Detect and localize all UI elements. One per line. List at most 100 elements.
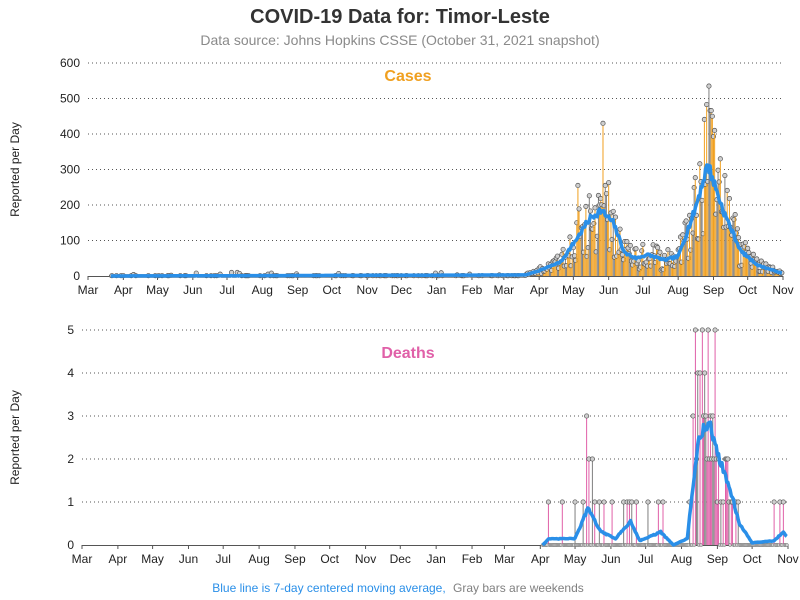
cases-point	[560, 246, 566, 252]
cases-y-tick-label: 500	[60, 92, 80, 106]
cases-bar	[645, 262, 647, 276]
deaths-bar	[705, 416, 707, 545]
cases-bar	[666, 263, 668, 276]
cases-bar	[709, 110, 711, 276]
deaths-y-tick-label: 3	[67, 409, 74, 423]
cases-bar	[738, 237, 740, 276]
deaths-bar	[598, 502, 600, 545]
deaths-point	[705, 327, 711, 333]
cases-y-tick-label: 0	[73, 269, 80, 283]
deaths-y-tick-label: 2	[67, 452, 74, 466]
deaths-x-tick-label: Oct	[320, 552, 339, 566]
deaths-x-tick-label: Nov	[355, 552, 376, 566]
cases-bar	[553, 260, 555, 276]
cases-bar	[656, 246, 658, 276]
cases-bar	[593, 223, 595, 276]
deaths-x-tick-label: Oct	[743, 552, 762, 566]
cases-point	[742, 240, 748, 246]
cases-bar	[624, 241, 626, 276]
cases-point	[627, 242, 633, 249]
cases-bar	[658, 255, 660, 276]
cases-bar	[693, 187, 695, 276]
cases-point	[567, 234, 573, 240]
deaths-point	[589, 456, 595, 462]
cases-bar	[739, 266, 741, 276]
cases-bar	[698, 239, 700, 276]
cases-x-tick-label: May	[562, 283, 585, 297]
cases-x-tick-label: Sep	[287, 283, 309, 297]
cases-point	[683, 218, 689, 224]
cases-bar	[578, 208, 580, 276]
cases-x-tick-label: Oct	[738, 283, 757, 297]
cases-bar	[627, 247, 629, 276]
deaths-bar	[561, 502, 563, 545]
cases-bar	[668, 263, 670, 276]
deaths-panel: Deaths 0 1 2 3 4 5 Reported per Day Mar Apr May Jun…	[8, 323, 799, 566]
cases-point	[734, 226, 740, 232]
cases-bar	[665, 260, 667, 276]
deaths-point	[592, 499, 598, 505]
cases-bar	[587, 247, 589, 276]
deaths-bar	[707, 330, 709, 545]
deaths-point	[580, 499, 586, 505]
cases-bar	[682, 234, 684, 276]
cases-bar	[579, 236, 581, 276]
deaths-bar	[574, 502, 576, 545]
cases-bar	[612, 211, 614, 276]
cases-point	[657, 249, 663, 255]
cases-bar	[743, 246, 745, 276]
cases-x-tick-label: Jun	[599, 283, 618, 297]
cases-point	[612, 214, 619, 220]
cases-bar	[707, 181, 709, 276]
deaths-bar	[722, 502, 724, 545]
deaths-point	[690, 413, 696, 419]
cases-bar	[744, 242, 746, 276]
deaths-bar	[696, 459, 698, 545]
cases-bar	[703, 119, 705, 276]
cases-bar	[706, 104, 708, 276]
cases-bar	[695, 215, 697, 276]
deaths-x-tick-label: Mar	[72, 552, 93, 566]
deaths-bar	[603, 502, 605, 545]
cases-bar	[605, 193, 607, 276]
cases-x-tick-label: Nov	[356, 283, 377, 297]
cases-point	[708, 108, 714, 114]
deaths-point	[692, 327, 698, 333]
deaths-x-tick-label: Aug	[671, 552, 692, 566]
cases-bar	[732, 218, 734, 276]
cases-bar	[596, 236, 598, 276]
cases-point	[598, 196, 604, 202]
cases-bar	[574, 255, 575, 276]
deaths-bar	[694, 330, 696, 545]
cases-point	[706, 83, 712, 89]
cases-bar	[763, 263, 765, 276]
cases-bar	[584, 224, 586, 276]
cases-point	[692, 175, 698, 181]
cases-bar	[683, 241, 685, 276]
cases-bar	[720, 211, 722, 276]
deaths-point	[710, 413, 716, 419]
cases-bar	[588, 195, 590, 276]
deaths-point	[712, 327, 718, 333]
cases-bar	[681, 262, 683, 276]
cases-bar	[731, 235, 733, 276]
cases-bar	[692, 233, 694, 276]
cases-bar	[675, 261, 677, 276]
cases-point	[750, 251, 756, 257]
cases-bar	[740, 244, 742, 276]
deaths-moving-average-line	[541, 420, 788, 547]
cases-bar	[604, 185, 606, 276]
cases-bar	[626, 241, 628, 276]
deaths-x-tick-label: May	[564, 552, 587, 566]
cases-bar	[726, 190, 728, 276]
deaths-point	[780, 499, 786, 505]
cases-bar	[742, 244, 744, 276]
cases-bar	[555, 257, 557, 276]
cases-x-tick-label: Oct	[322, 283, 341, 297]
cases-bar	[662, 269, 664, 276]
deaths-point	[633, 499, 639, 505]
cases-bar	[728, 198, 730, 276]
cases-bar	[551, 270, 553, 276]
deaths-bar	[623, 502, 625, 545]
cases-bar	[674, 266, 676, 276]
